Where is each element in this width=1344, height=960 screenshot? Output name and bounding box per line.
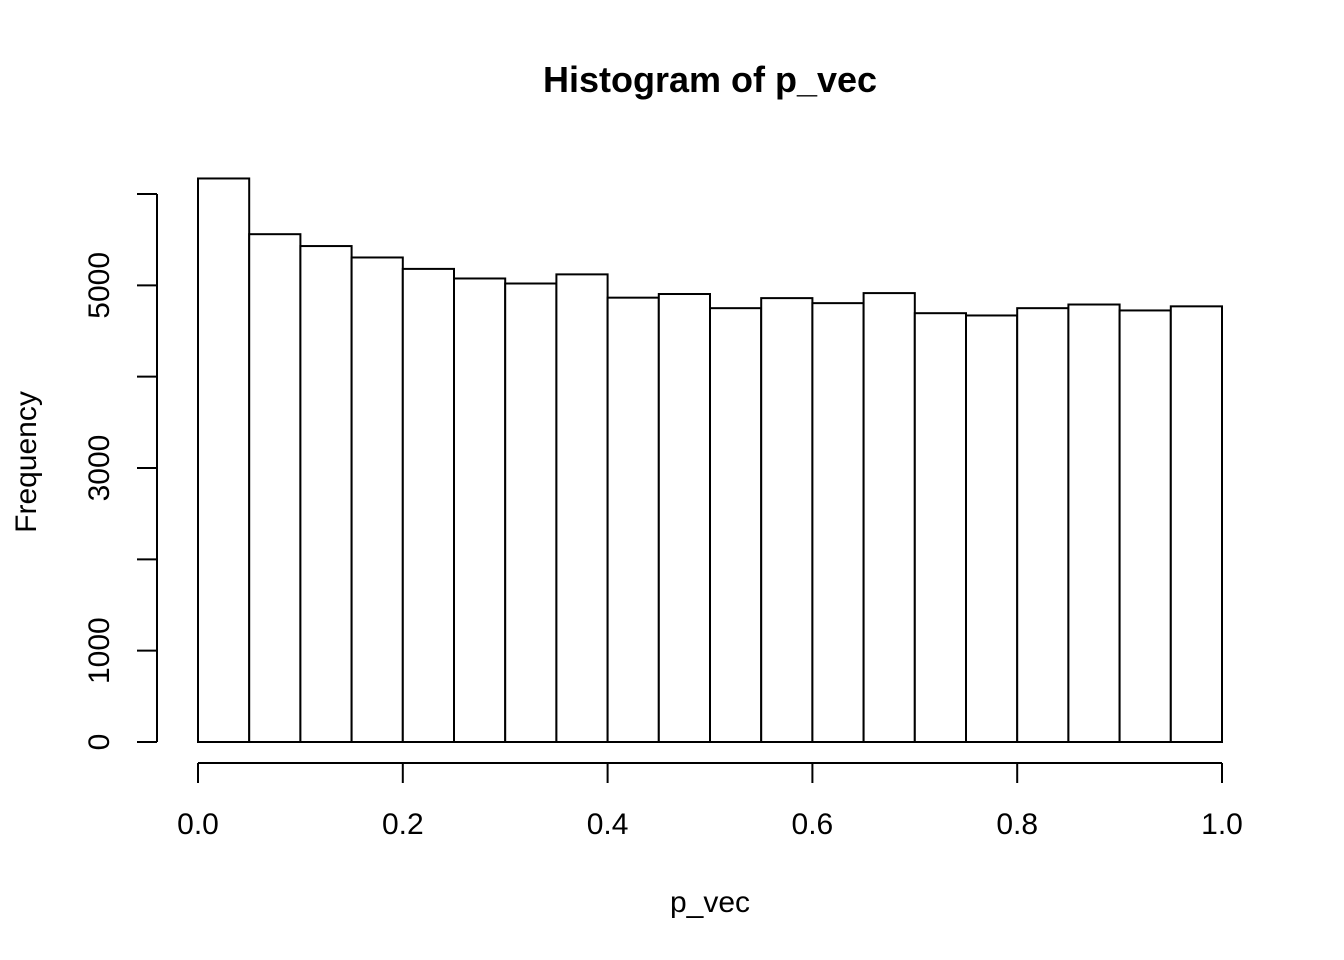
y-tick-label: 1000	[83, 617, 116, 684]
bars-group	[197, 177, 1224, 743]
histogram-bar	[248, 233, 302, 743]
x-axis: 0.0 0.2 0.4 0.6 0.8 1.0	[177, 762, 1243, 841]
histogram-bar	[555, 273, 609, 743]
histogram-bar	[350, 256, 404, 743]
x-tick-label: 0.8	[996, 808, 1038, 841]
histogram-bar	[606, 296, 660, 743]
y-tick-label: 5000	[83, 252, 116, 319]
histogram-bar	[1016, 307, 1070, 743]
histogram-bar	[760, 297, 814, 743]
histogram-bar	[657, 293, 711, 743]
histogram-bar	[504, 282, 558, 743]
x-tick-label: 0.2	[382, 808, 424, 841]
y-tick-label: 3000	[83, 435, 116, 502]
histogram-bar	[913, 312, 967, 743]
histogram-bar	[453, 277, 507, 743]
histogram-bar	[1169, 305, 1224, 743]
histogram-bar	[811, 302, 865, 743]
histogram-bar	[1067, 303, 1121, 743]
y-tick-label: 0	[83, 734, 116, 751]
x-tick-label: 0.0	[177, 808, 219, 841]
chart-title: Histogram of p_vec	[543, 59, 877, 100]
histogram-bar	[401, 267, 455, 743]
x-tick-label: 1.0	[1201, 808, 1243, 841]
x-axis-label: p_vec	[670, 886, 750, 919]
histogram-bar	[965, 314, 1019, 743]
x-tick-label: 0.4	[587, 808, 629, 841]
y-axis-label: Frequency	[10, 391, 43, 533]
y-axis: 0 1000 3000 5000	[83, 193, 158, 751]
x-tick-label: 0.6	[792, 808, 834, 841]
histogram-bar	[1118, 309, 1172, 743]
histogram-bar	[862, 292, 916, 743]
histogram-bar	[197, 177, 251, 743]
histogram-bar	[299, 245, 353, 743]
histogram-bar	[709, 307, 763, 743]
